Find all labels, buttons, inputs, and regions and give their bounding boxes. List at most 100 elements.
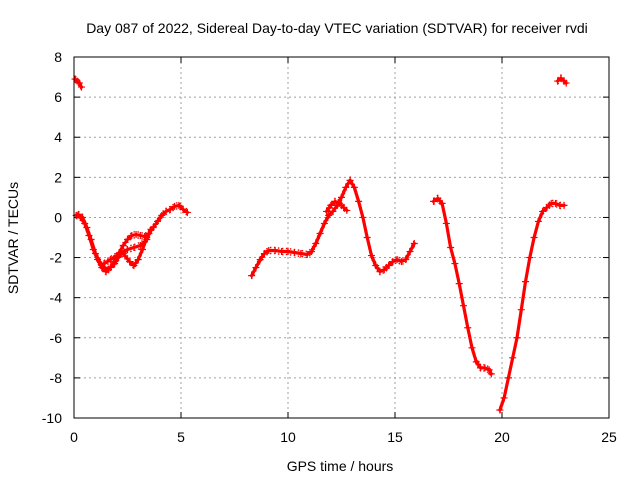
y-tick-label: 2 <box>54 169 62 185</box>
data-point <box>138 246 146 254</box>
x-tick-label: 15 <box>387 429 403 445</box>
y-tick-label: -4 <box>50 290 63 306</box>
data-point <box>325 211 333 219</box>
data-point <box>402 256 410 264</box>
data-point <box>75 79 83 87</box>
data-point <box>434 194 442 202</box>
y-tick-label: 0 <box>54 209 62 225</box>
data-point <box>530 234 538 241</box>
y-tick-label: -2 <box>50 250 63 266</box>
y-tick-label: -8 <box>50 370 63 386</box>
data-point <box>455 280 463 288</box>
data-point <box>79 213 87 221</box>
data-point <box>128 231 136 239</box>
data-point <box>183 208 191 216</box>
x-tick-label: 10 <box>280 429 296 445</box>
data-point <box>124 236 131 244</box>
data-point <box>543 203 551 211</box>
data-point <box>526 254 534 262</box>
y-axis-label: SDTVAR / TECUs <box>5 182 21 294</box>
data-point <box>359 213 367 221</box>
data-point <box>303 251 311 259</box>
plot-frame <box>73 56 610 419</box>
data-point <box>481 364 489 372</box>
series-line-arc-a <box>73 77 84 89</box>
data-point <box>372 262 380 270</box>
data-point <box>346 176 354 184</box>
data-point <box>290 249 298 257</box>
data-point <box>331 197 339 205</box>
data-point <box>312 240 320 248</box>
data-point <box>126 258 134 266</box>
data-point <box>504 374 512 382</box>
series-arc-e <box>248 175 418 280</box>
x-tick-labels: 0 5 10 15 20 25 <box>70 429 617 445</box>
data-point <box>534 217 542 225</box>
data-point <box>513 334 521 342</box>
data-point <box>522 278 530 286</box>
data-point <box>130 244 138 252</box>
data-point <box>464 324 472 332</box>
data-point <box>111 260 119 268</box>
data-point <box>552 199 559 207</box>
series-marks-bottom-arc-g <box>433 200 492 378</box>
data-point <box>323 207 331 215</box>
y-tick-label: 8 <box>54 49 62 65</box>
data-point <box>166 205 174 213</box>
data-point <box>316 229 324 237</box>
data-point <box>560 201 568 209</box>
data-point <box>343 206 351 214</box>
data-point <box>338 193 345 201</box>
series-line-arc-g <box>431 196 493 376</box>
data-point <box>393 256 401 264</box>
data-point <box>385 262 393 270</box>
series-arc-a <box>71 75 85 91</box>
data-point <box>335 199 343 207</box>
series-line-arc-d <box>102 227 153 268</box>
data-point <box>355 197 363 205</box>
data-point <box>438 199 446 207</box>
data-point <box>87 236 95 244</box>
data-point <box>91 250 99 258</box>
x-tick-label: 20 <box>494 429 510 445</box>
data-point <box>539 207 547 215</box>
data-point <box>517 306 525 314</box>
data-point <box>147 225 155 233</box>
data-point <box>327 201 335 209</box>
x-axis-label: GPS time / hours <box>287 458 394 474</box>
data-point <box>113 252 121 260</box>
data-point <box>376 268 384 276</box>
data-point <box>134 256 142 264</box>
series-marks-top-arc-e <box>250 175 415 273</box>
data-point <box>496 406 504 414</box>
series-layer <box>71 74 570 414</box>
data-point <box>175 201 183 209</box>
data-point <box>447 244 455 252</box>
y-tick-label: 6 <box>54 89 62 105</box>
y-tick-labels: -10 -8 -6 -4 -2 0 2 4 6 8 <box>42 49 62 426</box>
series-line-arc-h <box>498 201 566 412</box>
series-marks-bottom-arc-h <box>499 205 565 414</box>
data-point <box>143 234 151 241</box>
grid-layer <box>73 56 610 419</box>
data-point <box>367 252 375 260</box>
data-point <box>162 207 170 215</box>
data-point <box>83 223 91 231</box>
data-point <box>509 354 517 362</box>
series-arc-c <box>74 210 155 274</box>
data-point <box>119 242 127 250</box>
data-point <box>132 230 140 238</box>
series-arc-i <box>554 74 570 87</box>
data-point <box>320 219 328 227</box>
data-point <box>340 203 348 211</box>
data-point <box>406 248 414 256</box>
data-point <box>136 231 144 239</box>
data-point <box>77 83 85 91</box>
data-point <box>171 202 179 210</box>
data-point <box>284 248 292 256</box>
data-point <box>451 260 459 268</box>
data-point <box>562 79 570 87</box>
data-point <box>130 262 138 270</box>
data-point <box>554 77 562 85</box>
y-tick-label: 4 <box>54 129 62 145</box>
